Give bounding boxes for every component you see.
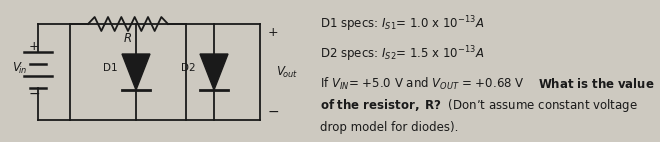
Text: $\bf{of\ the\ resistor,\ R?}$  (Don’t assume constant voltage: $\bf{of\ the\ resistor,\ R?}$ (Don’t ass…	[320, 98, 638, 114]
Text: +: +	[268, 26, 279, 38]
Text: +: +	[28, 39, 40, 53]
Polygon shape	[200, 54, 228, 90]
Polygon shape	[122, 54, 150, 90]
Text: If $\mathit{V}_{IN}$= +5.0 V and $\mathit{V}_{OUT}$ = +0.68 V: If $\mathit{V}_{IN}$= +5.0 V and $\mathi…	[320, 76, 525, 92]
Text: drop model for diodes).: drop model for diodes).	[320, 122, 459, 134]
Text: D1 specs: $\mathit{I}_{S1}$= 1.0 x 10$^{-13}$$A$: D1 specs: $\mathit{I}_{S1}$= 1.0 x 10$^{…	[320, 14, 484, 34]
Text: D2: D2	[182, 63, 196, 73]
Text: R: R	[124, 32, 132, 44]
Text: −: −	[268, 105, 280, 119]
Text: $V_{\!out}$: $V_{\!out}$	[276, 64, 298, 80]
Text: $V_{\!in}$: $V_{\!in}$	[12, 60, 28, 76]
Text: D1: D1	[104, 63, 118, 73]
Text: −: −	[28, 87, 40, 101]
Text: $\bf{What\ is\ the\ value}$: $\bf{What\ is\ the\ value}$	[538, 77, 655, 91]
Text: D2 specs: $\mathit{I}_{S2}$= 1.5 x 10$^{-13}$$A$: D2 specs: $\mathit{I}_{S2}$= 1.5 x 10$^{…	[320, 44, 484, 64]
